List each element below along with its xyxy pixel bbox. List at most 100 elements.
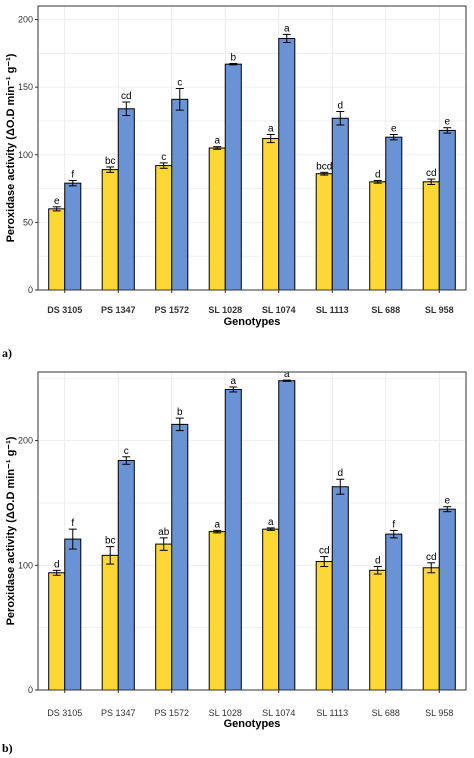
error-bar <box>175 87 184 111</box>
bar-s2-sl-1113 <box>331 486 349 691</box>
y-tick-label: 100 <box>18 560 33 570</box>
significance-letter: a <box>268 517 274 528</box>
x-tick-label: SL 1028 <box>209 708 242 718</box>
bar-s2-sl-1113 <box>331 117 349 291</box>
bar-s2-sl-688 <box>385 533 403 691</box>
error-bar <box>175 417 184 432</box>
y-tick-label: 0 <box>28 285 33 295</box>
significance-letter: a <box>284 23 290 34</box>
significance-letter: bc <box>105 536 116 547</box>
significance-letter: cd <box>426 552 437 563</box>
error-bar <box>52 569 61 576</box>
significance-letter: d <box>337 100 343 111</box>
y-tick-label: 150 <box>18 82 33 92</box>
error-bar <box>320 171 329 176</box>
plot-frame <box>37 5 467 291</box>
x-tick-label: DS 3105 <box>47 708 82 718</box>
bar-s1-sl-1113 <box>315 173 333 291</box>
error-bar <box>68 528 77 550</box>
error-bar <box>213 146 222 150</box>
x-tick-label: PS 1572 <box>154 305 189 315</box>
significance-letter: f <box>71 518 74 529</box>
bar-s1-sl-1113 <box>315 561 333 691</box>
significance-letter: c <box>177 77 182 88</box>
x-axis-title: Genotypes <box>224 316 281 328</box>
bar-s2-sl-1074 <box>278 380 296 691</box>
plot-frame <box>37 371 467 691</box>
x-tick-label: SL 958 <box>425 305 454 315</box>
bar-s1-ps-1347 <box>101 169 119 291</box>
significance-letter: d <box>337 468 343 479</box>
error-bar <box>266 527 275 531</box>
bar-s1-ds-3105 <box>48 572 66 691</box>
bar-s2-sl-688 <box>385 136 403 291</box>
error-bar <box>389 133 398 141</box>
bar-s1-ps-1572 <box>155 165 173 291</box>
significance-letter: cd <box>426 168 437 179</box>
significance-letter: f <box>71 169 74 180</box>
y-axis-title: Peroxidase activity (ΔO.D min⁻¹ g⁻¹) <box>5 53 17 242</box>
significance-letter: a <box>268 123 274 134</box>
error-bar <box>373 179 382 184</box>
panel-label: a) <box>2 346 12 360</box>
y-tick-label: 200 <box>18 15 33 25</box>
bar-s2-ps-1572 <box>171 98 189 291</box>
error-bar <box>122 101 131 117</box>
x-tick-label: SL 958 <box>425 708 453 718</box>
bar-s2-ps-1347 <box>117 460 135 691</box>
chart-panel-b: d bc ab a a cd d cd f c b a a d f e 0 100 200 DS 3105 PS 134… <box>2 369 467 755</box>
error-bar <box>336 478 345 495</box>
y-tick-label: 200 <box>18 436 33 446</box>
bar-s1-sl-1028 <box>208 147 226 291</box>
error-bar <box>68 179 77 187</box>
significance-letter: e <box>444 496 450 507</box>
error-bar <box>443 506 452 513</box>
x-tick-label: SL 688 <box>371 305 400 315</box>
significance-letter: f <box>392 519 395 530</box>
significance-letter: a <box>230 376 236 387</box>
error-bar <box>159 162 168 169</box>
error-bar <box>266 133 275 144</box>
bar-s1-sl-688 <box>369 569 387 691</box>
significance-letter: a <box>214 519 220 530</box>
error-bar <box>336 110 345 126</box>
error-bar <box>389 529 398 539</box>
significance-letter: cd <box>121 91 132 102</box>
significance-letter: b <box>230 52 236 63</box>
x-tick-label: PS 1347 <box>101 708 136 718</box>
x-tick-label: SL 1113 <box>316 708 348 718</box>
significance-letter: bcd <box>316 161 332 172</box>
bar-s1-sl-958 <box>422 567 440 691</box>
significance-letter: a <box>284 369 290 380</box>
significance-letter: ab <box>158 527 170 538</box>
error-bar <box>213 529 222 534</box>
error-bar <box>52 206 61 212</box>
error-bar <box>159 537 168 551</box>
bar-s2-sl-1028 <box>224 388 242 691</box>
bar-s2-ds-3105 <box>64 182 82 291</box>
error-bar <box>320 556 329 568</box>
significance-letter: c <box>161 152 166 163</box>
bar-s1-sl-1074 <box>262 138 280 291</box>
error-bar <box>443 127 452 134</box>
error-bar <box>106 546 115 565</box>
significance-letter: d <box>375 169 381 180</box>
significance-letter: a <box>214 136 220 147</box>
error-bar <box>229 62 238 66</box>
y-tick-label: 0 <box>28 685 33 695</box>
y-tick-label: 50 <box>23 217 33 227</box>
x-tick-label: SL 1113 <box>316 305 349 315</box>
significance-letter: d <box>375 556 381 567</box>
bar-s2-sl-1074 <box>278 37 296 291</box>
bar-s2-ds-3105 <box>64 538 82 691</box>
significance-letter: cd <box>319 546 330 557</box>
bar-s1-ds-3105 <box>48 208 66 291</box>
bar-s1-sl-688 <box>369 181 387 291</box>
significance-letter: b <box>177 407 183 418</box>
bar-s2-sl-958 <box>438 129 456 291</box>
error-bar <box>282 33 291 44</box>
bar-s2-ps-1347 <box>117 108 135 291</box>
x-tick-label: DS 3105 <box>47 305 82 315</box>
x-tick-label: SL 688 <box>372 708 400 718</box>
